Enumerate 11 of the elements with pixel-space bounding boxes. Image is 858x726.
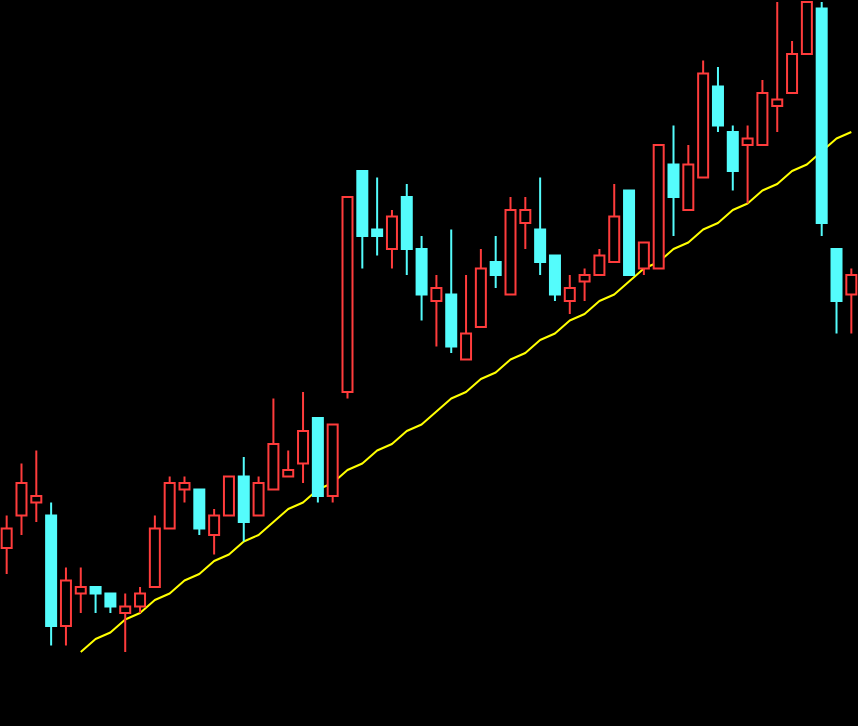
candlestick [237,456,250,543]
candlestick [193,488,206,536]
candlestick [430,274,443,348]
candlestick [297,391,310,484]
candlestick [667,124,680,237]
candlestick [711,66,724,133]
candlestick [489,235,502,289]
candlestick [385,209,398,270]
candlestick [726,124,739,192]
candlestick [563,274,576,315]
candlestick [460,274,473,361]
